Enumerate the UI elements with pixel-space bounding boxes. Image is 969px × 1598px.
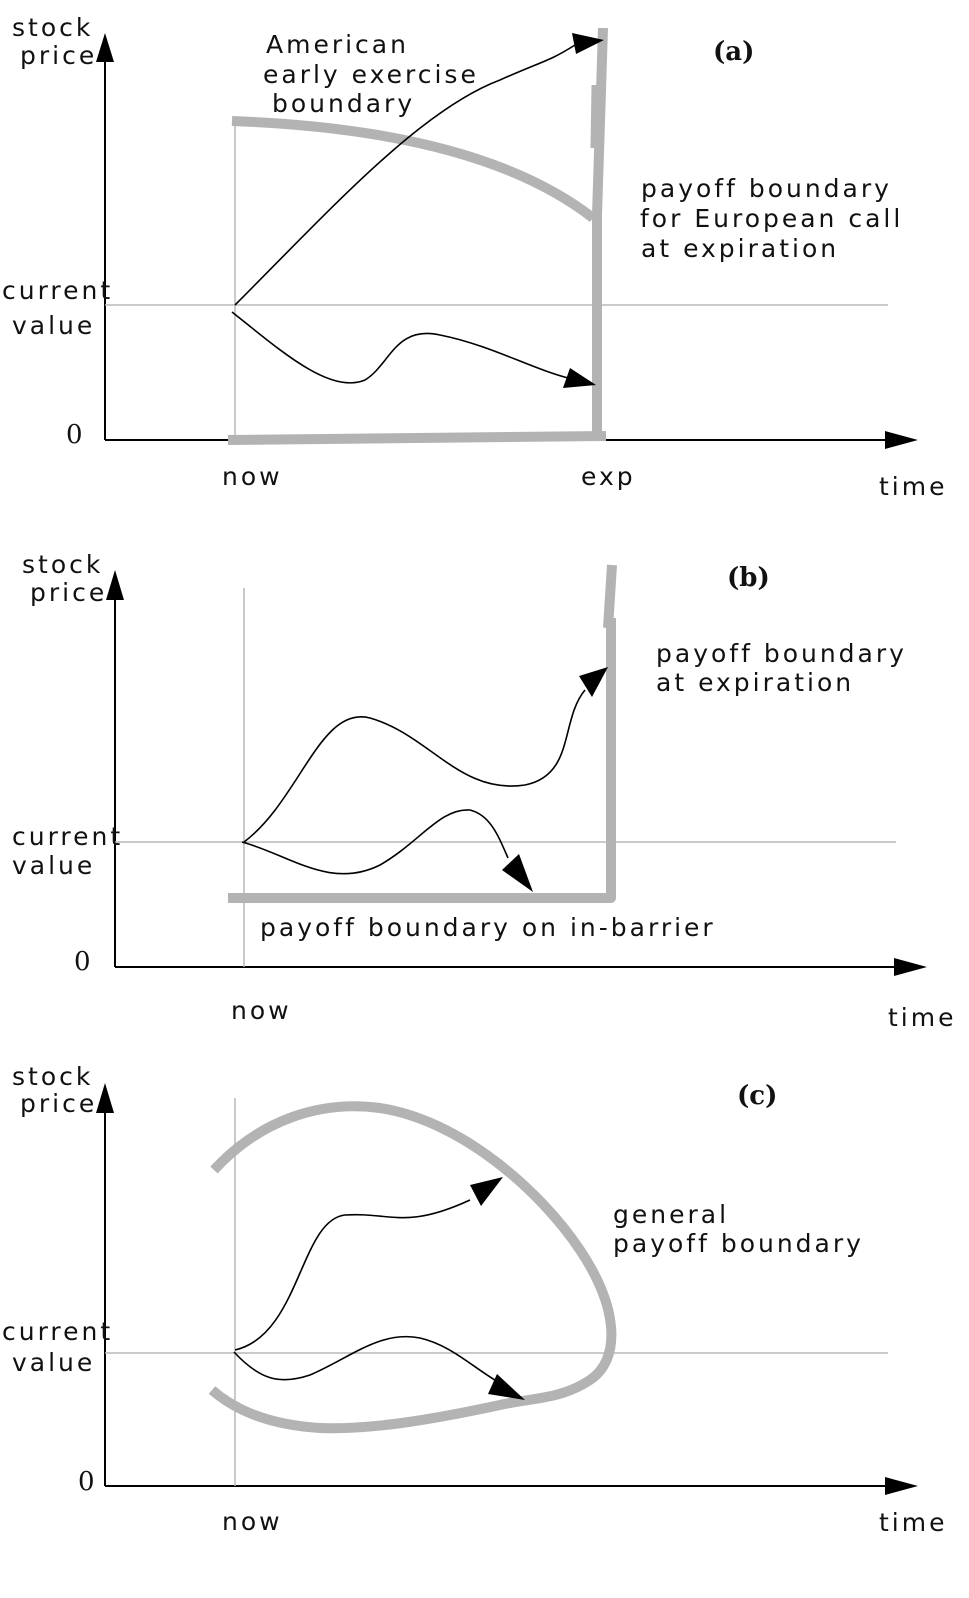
panel-b-x-axis-label: time (888, 1003, 956, 1032)
panel-b-path-lower (241, 809, 509, 875)
panel-b: stock price time current value 0 now (b)… (12, 550, 956, 1032)
panel-b-path-lower-arrowhead (502, 854, 533, 892)
panel-c-x-axis-label: time (879, 1508, 947, 1537)
panel-b-expiration-boundary-label: payoff boundary at expiration (656, 639, 918, 697)
panel-a-x-axis-label: time (879, 472, 947, 501)
panel-b-current-value-label: current value (12, 822, 134, 880)
panel-a-american-boundary (231, 116, 597, 222)
panel-c-path-lower-arrowhead (488, 1374, 525, 1400)
panel-a-path-lower (231, 311, 569, 384)
panel-b-zero-label: 0 (74, 947, 91, 977)
panel-c-tag: (c) (737, 1081, 777, 1111)
panel-a: stock price time current value 0 now exp… (2, 13, 947, 501)
panel-b-expiration-and-barrier-boundary (228, 618, 616, 903)
panel-c-path-upper (234, 1199, 471, 1351)
panel-b-path-upper-arrowhead (579, 667, 608, 697)
panel-c-general-boundary (208, 1101, 617, 1434)
panel-b-tag: (b) (727, 563, 770, 593)
panel-a-expiration-boundary-label: payoff boundary for European call at exp… (640, 174, 914, 263)
panel-c-now-label: now (222, 1507, 283, 1536)
panel-c-path-upper-arrowhead (470, 1177, 503, 1206)
panel-c-x-axis-arrowhead (885, 1477, 918, 1495)
panel-a-zero-label: 0 (66, 420, 83, 450)
panel-a-path-lower-arrowhead (563, 368, 596, 388)
panel-c-general-boundary-label: general payoff boundary (613, 1200, 864, 1258)
panel-a-y-axis-arrowhead (96, 33, 114, 62)
panel-a-y-axis-label: stock price (12, 13, 104, 70)
panel-c-path-lower (233, 1335, 499, 1383)
panel-a-american-boundary-label: American early exercise boundary (263, 30, 490, 118)
panel-a-tag: (a) (713, 37, 754, 67)
panel-a-exp-label: exp (581, 462, 636, 491)
panel-c-zero-label: 0 (78, 1467, 95, 1497)
panel-c: stock price time current value 0 now (c)… (2, 1062, 947, 1537)
panel-c-y-axis-arrowhead (96, 1083, 114, 1113)
panel-c-y-axis-label: stock price (12, 1062, 104, 1118)
panel-a-path-upper (234, 44, 576, 306)
panel-b-y-axis-arrowhead (106, 570, 124, 600)
panel-a-x-axis-arrowhead (885, 431, 918, 449)
panel-a-expiration-boundary-edge (590, 84, 599, 149)
panel-a-expiration-boundary (592, 27, 608, 438)
panel-b-now-label: now (231, 996, 292, 1025)
panel-a-path-upper-arrowhead (572, 33, 604, 54)
panel-c-current-value-label: current value (2, 1317, 124, 1377)
panel-b-path-upper (243, 689, 586, 843)
panel-a-zero-boundary (227, 431, 607, 445)
panel-a-now-label: now (222, 462, 283, 491)
panel-b-barrier-boundary-label: payoff boundary on in-barrier (260, 913, 716, 942)
panel-a-current-value-label: current value (2, 276, 124, 340)
panel-b-y-axis-label: stock price (22, 550, 114, 607)
panel-b-x-axis-arrowhead (894, 958, 927, 976)
panel-b-expiration-boundary-top (603, 564, 617, 629)
